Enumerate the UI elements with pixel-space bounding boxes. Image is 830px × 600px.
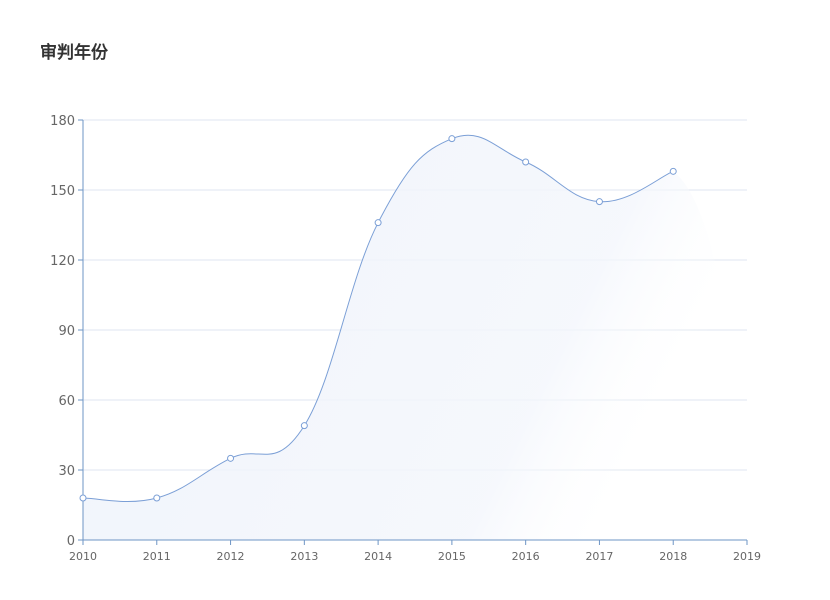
area-fill — [83, 135, 747, 541]
data-point — [522, 158, 530, 166]
x-tick-label: 2018 — [659, 550, 687, 563]
x-tick-label: 2017 — [585, 550, 613, 563]
x-tick-label: 2012 — [217, 550, 245, 563]
x-tick-label: 2015 — [438, 550, 466, 563]
y-tick-label: 180 — [50, 114, 75, 129]
data-point — [227, 454, 235, 462]
x-tick-label: 2013 — [290, 550, 318, 563]
x-tick-label: 2016 — [512, 550, 540, 563]
y-tick-label: 60 — [58, 394, 75, 409]
chart-title: 审判年份 — [40, 43, 108, 63]
x-tick-label: 2011 — [143, 550, 171, 563]
x-tick-label: 2014 — [364, 550, 392, 563]
y-tick-label: 0 — [67, 534, 75, 549]
y-tick-label: 90 — [58, 324, 75, 339]
y-tick-label: 30 — [58, 464, 75, 479]
y-tick-label: 150 — [50, 184, 75, 199]
data-point — [300, 422, 308, 430]
data-point — [374, 219, 382, 227]
series-line — [82, 134, 674, 503]
data-point — [595, 198, 603, 206]
data-point — [448, 135, 456, 143]
y-tick-label: 120 — [50, 254, 75, 269]
data-point — [153, 494, 161, 502]
x-tick-label: 2010 — [69, 550, 97, 563]
data-point — [669, 167, 677, 175]
data-point — [79, 494, 87, 502]
x-tick-label: 2019 — [733, 550, 761, 563]
